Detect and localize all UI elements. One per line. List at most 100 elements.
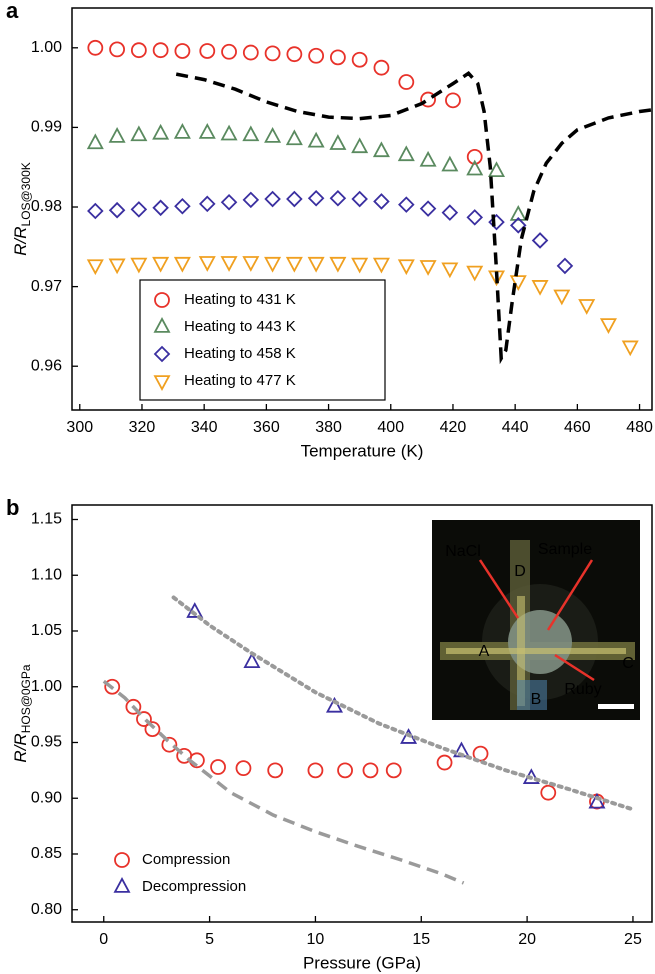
- marker: [130, 257, 148, 274]
- plot-frame: [71, 504, 653, 923]
- marker: [472, 745, 489, 762]
- x-tick-label: 25: [624, 931, 642, 948]
- marker: [130, 201, 148, 218]
- marker: [509, 275, 527, 291]
- x-tick-label: 420: [440, 419, 467, 436]
- y-tick-label: 0.99: [31, 119, 62, 136]
- marker: [108, 201, 126, 219]
- inset-label: Sample: [538, 541, 592, 558]
- x-tick-label: 340: [191, 419, 218, 436]
- y-tick-label: 0.97: [31, 278, 62, 295]
- marker: [397, 259, 415, 276]
- marker: [136, 711, 152, 727]
- marker: [372, 257, 390, 274]
- marker: [174, 43, 191, 59]
- marker: [419, 200, 437, 217]
- trend-line: [102, 679, 465, 885]
- marker: [351, 257, 369, 274]
- marker: [420, 91, 436, 108]
- marker: [199, 43, 216, 59]
- marker: [509, 205, 527, 221]
- legend-label: Decompression: [142, 878, 246, 895]
- x-axis-title: Pressure (GPa): [303, 953, 421, 972]
- marker: [307, 131, 325, 148]
- marker: [173, 123, 191, 139]
- marker: [373, 193, 390, 210]
- marker: [329, 134, 347, 150]
- y-tick-label: 1.05: [31, 622, 62, 639]
- y-axis-title: R/RLOS@300K: [11, 162, 33, 256]
- marker: [220, 193, 238, 211]
- marker: [174, 197, 191, 215]
- inset-photo: [432, 520, 640, 720]
- marker: [264, 190, 281, 208]
- marker: [621, 340, 639, 357]
- marker: [307, 256, 325, 273]
- marker: [307, 189, 325, 207]
- legend-frame: [139, 279, 386, 401]
- marker: [125, 698, 142, 715]
- marker: [351, 51, 368, 68]
- x-tick-label: 15: [412, 931, 430, 948]
- y-tick-label: 1.00: [31, 678, 62, 695]
- marker: [362, 762, 379, 779]
- marker: [242, 125, 260, 142]
- marker: [385, 762, 402, 779]
- marker: [419, 150, 437, 167]
- y-tick-label: 1.10: [31, 566, 62, 583]
- marker: [242, 256, 260, 272]
- y-axis-title: R/RHOS@0GPa: [11, 664, 33, 762]
- marker: [242, 44, 259, 61]
- marker: [220, 256, 238, 272]
- marker: [308, 47, 325, 64]
- marker: [109, 41, 125, 58]
- arrow: [554, 653, 595, 682]
- marker: [108, 127, 126, 143]
- marker: [466, 209, 484, 226]
- marker: [161, 736, 178, 753]
- marker: [285, 256, 303, 273]
- marker: [441, 262, 459, 279]
- x-tick-label: 480: [626, 419, 653, 436]
- marker: [487, 270, 506, 287]
- marker: [243, 652, 261, 669]
- marker: [466, 159, 484, 176]
- inset-label: C: [622, 655, 634, 672]
- marker: [264, 127, 282, 143]
- plot-frame: [71, 7, 653, 411]
- marker: [578, 299, 596, 315]
- marker: [441, 204, 459, 221]
- marker: [264, 256, 282, 273]
- marker: [351, 190, 368, 208]
- marker: [173, 256, 191, 273]
- y-tick-label: 1.15: [31, 511, 62, 528]
- marker: [86, 259, 104, 276]
- x-tick-label: 20: [518, 931, 536, 948]
- arrow: [478, 559, 520, 619]
- marker: [398, 74, 415, 90]
- marker: [199, 195, 216, 213]
- x-tick-label: 460: [564, 419, 591, 436]
- trend-line: [175, 71, 653, 365]
- legend-label: Heating to 443 K: [184, 318, 296, 335]
- inset-arrows: [478, 559, 595, 682]
- marker: [329, 256, 347, 273]
- legend-marker: [153, 345, 171, 363]
- marker: [329, 189, 347, 207]
- marker: [198, 256, 216, 272]
- marker: [264, 45, 281, 62]
- inset-label: B: [531, 691, 542, 708]
- y-axis-title-main: R/R: [11, 733, 30, 762]
- legend-marker: [154, 292, 170, 308]
- inset-label: D: [514, 563, 526, 580]
- marker: [152, 256, 170, 273]
- marker: [325, 696, 343, 713]
- legend-label: Heating to 458 K: [184, 345, 296, 362]
- y-tick-label: 0.85: [31, 845, 62, 862]
- marker: [556, 257, 574, 275]
- marker: [441, 155, 459, 172]
- marker: [235, 760, 252, 777]
- marker: [285, 129, 303, 146]
- marker: [186, 602, 204, 618]
- marker: [373, 59, 390, 76]
